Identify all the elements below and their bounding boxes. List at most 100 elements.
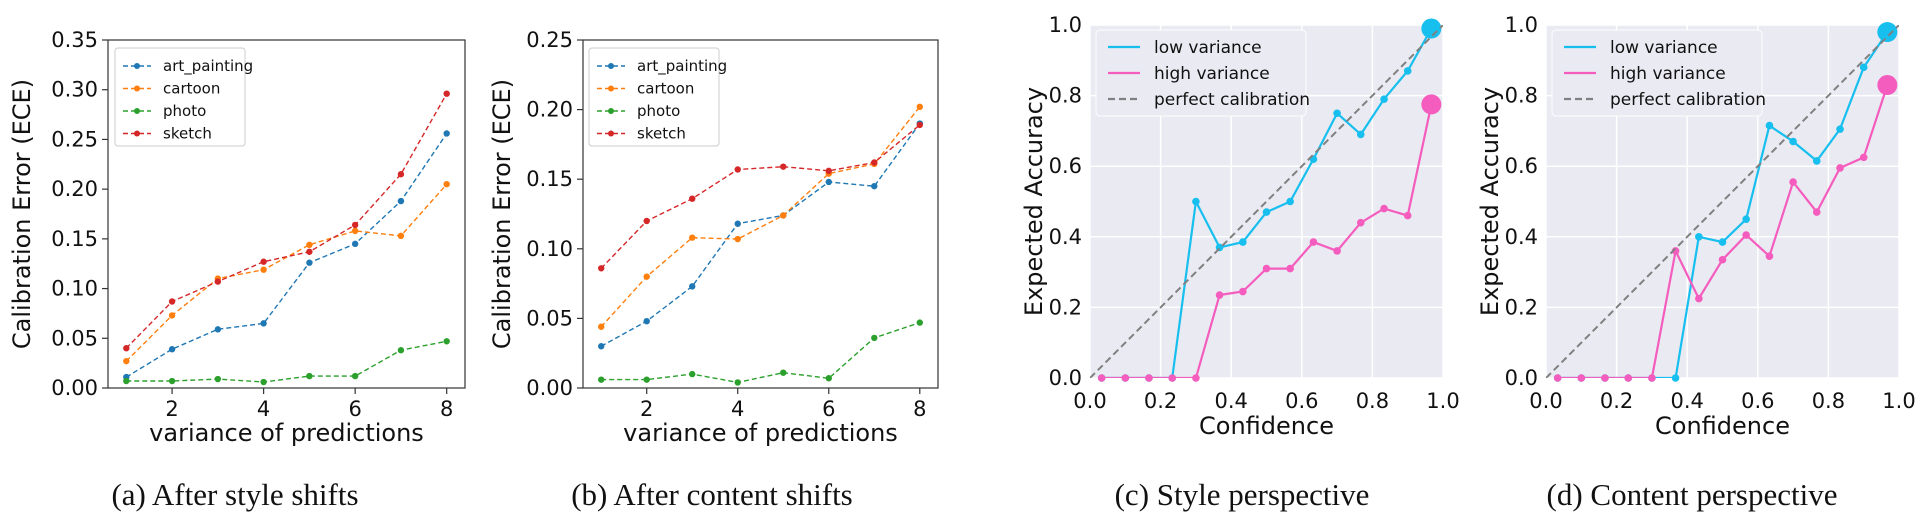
data-point-large [1421, 94, 1442, 115]
series-sketch [123, 90, 450, 352]
x-tick-label: 1.0 [1426, 389, 1459, 413]
x-tick-label: 2 [165, 397, 178, 421]
y-tick-label: 0.2 [1049, 295, 1082, 319]
x-axis-label: variance of predictions [623, 419, 898, 447]
x-tick-label: 6 [822, 397, 835, 421]
data-point [351, 227, 359, 235]
legend-swatch-marker [134, 85, 140, 92]
data-point [598, 343, 605, 350]
data-point [443, 180, 450, 188]
y-tick-label: 0.10 [526, 237, 573, 261]
data-point [1239, 238, 1247, 246]
data-point [168, 346, 176, 353]
data-point [1836, 164, 1844, 172]
series-sketch [598, 121, 923, 272]
data-point [443, 90, 450, 97]
y-tick-label: 0.25 [51, 127, 98, 151]
data-point [1812, 208, 1821, 216]
data-point [1239, 287, 1247, 296]
data-point [871, 159, 878, 166]
data-point [1145, 374, 1153, 382]
data-point [1309, 238, 1318, 246]
data-point [825, 178, 832, 186]
data-point [1789, 137, 1797, 146]
legend-label: low variance [1154, 38, 1262, 58]
y-axis-label: Expected Accuracy [1476, 87, 1504, 316]
y-tick-label: 0.20 [526, 98, 573, 122]
x-tick-label: 0.4 [1670, 389, 1703, 413]
data-point-large [1877, 22, 1898, 43]
data-point [306, 259, 313, 266]
y-tick-label: 0.00 [51, 376, 98, 400]
x-tick-label: 0.8 [1356, 389, 1389, 413]
data-point-large [1877, 75, 1898, 96]
series-high-variance [1553, 75, 1898, 382]
data-point [443, 338, 450, 345]
data-point [260, 378, 267, 386]
data-point [871, 334, 878, 342]
data-point [306, 372, 313, 380]
x-tick-label: 4 [731, 397, 744, 421]
legend-swatch-marker [134, 130, 140, 137]
data-point [689, 234, 696, 241]
panel-caption: (a) After style shifts [111, 477, 358, 512]
x-tick-label: 0.0 [1529, 389, 1562, 413]
y-tick-label: 1.0 [1049, 13, 1082, 37]
panel-caption: (d) Content perspective [1547, 477, 1838, 512]
legend-label: perfect calibration [1154, 90, 1310, 110]
series-line [1090, 25, 1443, 378]
data-point [643, 317, 650, 325]
data-point [734, 235, 741, 243]
legend: low variance high variance perfect calibra… [1551, 29, 1766, 117]
data-point [643, 273, 650, 280]
y-axis-label: Calibration Error (ECE) [8, 79, 36, 349]
y-tick-label: 0.2 [1505, 295, 1538, 319]
data-point [598, 376, 605, 383]
data-point [123, 377, 130, 385]
data-point [351, 372, 359, 380]
x-tick-label: 0.2 [1600, 389, 1633, 413]
data-point [734, 379, 741, 386]
data-point [734, 220, 741, 227]
x-tick-label: 2 [640, 397, 653, 421]
data-point [1765, 252, 1774, 261]
y-tick-label: 0.6 [1505, 154, 1538, 178]
panel-caption: (c) Style perspective [1115, 477, 1370, 512]
legend-swatch-marker [134, 63, 140, 69]
series-line [125, 133, 448, 378]
data-point [260, 320, 267, 327]
data-point [1695, 294, 1703, 303]
chart-panel-2: 2 4 6 8 0.00 0.05 0.10 0.15 0.20 0.25 variance of … [488, 28, 939, 512]
legend-label: photo [163, 102, 206, 120]
series-line [1546, 25, 1899, 378]
data-point [1356, 130, 1365, 139]
legend-label: cartoon [163, 80, 220, 98]
y-axis-label: Expected Accuracy [1020, 87, 1048, 316]
y-tick-label: 0.20 [51, 177, 98, 201]
data-point [1333, 109, 1341, 118]
data-point [780, 212, 787, 219]
series-high-variance [1097, 94, 1442, 382]
data-point [1718, 255, 1727, 264]
x-axis-label: Confidence [1199, 412, 1334, 440]
data-point [780, 163, 787, 170]
y-tick-label: 0.35 [51, 28, 98, 52]
data-point [1859, 153, 1868, 162]
series-line [600, 123, 921, 347]
data-point [1121, 374, 1130, 382]
y-axis-label: Calibration Error (ECE) [488, 79, 516, 349]
x-tick-label: 8 [913, 397, 926, 421]
legend-label: art_painting [637, 57, 727, 76]
data-point [598, 323, 605, 330]
data-point [443, 130, 450, 137]
series-perfect-calibration [1546, 25, 1899, 378]
y-tick-label: 0.4 [1049, 225, 1082, 249]
data-point [1836, 125, 1844, 133]
data-point [1380, 95, 1388, 103]
x-tick-label: 0.6 [1741, 389, 1774, 413]
data-point [168, 298, 176, 305]
legend-swatch-marker [608, 63, 614, 69]
data-point [689, 195, 696, 202]
data-point [260, 266, 267, 273]
